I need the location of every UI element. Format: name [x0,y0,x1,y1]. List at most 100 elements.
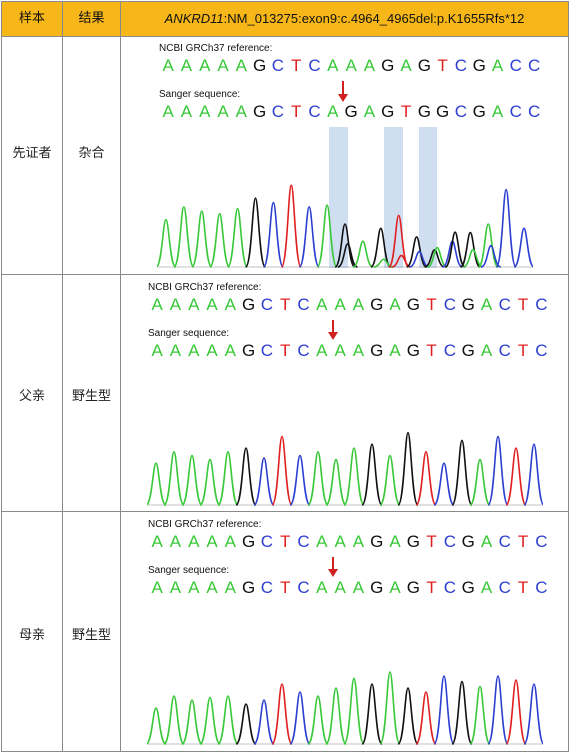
reference-label: NCBI GRCh37 reference: [148,519,262,530]
base-letter: A [316,532,328,551]
trace-peak [460,231,481,268]
trace-peak [433,462,455,506]
result-proband: 杂合 [78,146,105,161]
base-letter: A [345,56,357,75]
base-letter: T [517,341,529,360]
trace-peak [343,677,365,745]
base-letter: C [297,295,310,314]
base-letter: A [188,578,200,597]
base-letter: A [206,341,218,360]
trace-peak [343,447,365,506]
trace-peak [253,457,275,506]
trace-peak [209,212,231,268]
chromatogram-trace [147,431,543,506]
base-letter: G [406,341,420,360]
base-letter: G [417,102,431,121]
trace-peak [361,683,383,745]
base-letter: A [217,102,229,121]
trace-peak [379,454,401,506]
base-letter: A [151,295,163,314]
base-letter: C [443,341,457,360]
base-letter: A [180,56,193,75]
trace-peak [513,227,533,268]
trace-peak [451,680,473,745]
base-letter: A [389,341,401,360]
base-letter: A [363,102,376,121]
base-letter: A [480,578,493,597]
base-letter: C [271,56,285,75]
base-letter: G [370,341,384,360]
base-letter: G [472,102,486,121]
base-letter: G [472,56,486,75]
base-letter: C [527,56,541,75]
base-letter: C [260,578,274,597]
base-letter: T [426,532,437,551]
trace-peak [226,207,249,268]
trace-peak [181,454,203,506]
trace-peak [199,458,221,506]
base-letter: C [509,102,522,121]
trace-peak [477,223,499,268]
base-letter: G [461,532,475,551]
trace-peak [147,707,167,745]
base-letter: G [461,578,475,597]
trace-peak [487,675,509,745]
base-letter: A [363,56,376,75]
trace-peak [271,435,293,506]
base-letter: A [169,295,182,314]
base-letter: C [454,56,468,75]
base-letter: A [235,102,247,121]
base-letter: C [454,102,468,121]
base-letter: A [206,578,218,597]
base-letter: A [199,102,211,121]
base-letter: G [253,56,267,75]
trace-peak [199,696,221,745]
base-letter: C [535,578,548,597]
trace-peak [505,447,527,506]
trace-peak [289,691,311,745]
trace-peak [307,695,329,745]
base-letter: A [162,56,174,75]
base-letter: A [491,56,504,75]
base-letter: C [509,56,522,75]
base-letter: A [188,341,200,360]
base-letter: A [352,295,365,314]
base-letter: G [435,102,450,121]
base-letter: A [327,102,339,121]
base-letter: A [334,578,346,597]
base-letter: A [480,341,493,360]
trace-peak [147,462,167,506]
base-letter: A [224,341,236,360]
trace-secondary-peak [409,250,430,268]
trace-peak [307,450,329,506]
trace-secondary-peak [427,246,448,268]
base-letter: T [517,295,529,314]
base-letter: G [381,56,395,75]
base-letter: G [406,295,420,314]
trace-secondary-peak [480,244,502,268]
base-letter: T [426,578,437,597]
base-letter: G [370,578,384,597]
base-letter: A [400,56,412,75]
column-divider [120,2,121,751]
base-letter: C [271,102,285,121]
base-letter: A [491,102,504,121]
base-letter: A [206,295,218,314]
chromatogram-trace [147,671,543,745]
variant-arrowhead [328,332,338,340]
base-letter: C [535,295,548,314]
header-variant: ANKRD11:NM_013275:exon9:c.4964_4965del:p… [121,2,568,36]
trace-secondary-peak [462,248,484,268]
trace-peak [325,458,347,506]
base-letter: A [224,532,236,551]
base-letter: C [498,295,511,314]
trace-peak [253,699,275,745]
trace-peak [505,679,527,745]
base-letter: A [352,532,365,551]
base-letter: C [498,532,511,551]
trace-peak [523,443,543,506]
trace-peak [415,691,437,745]
base-letter: C [535,532,548,551]
